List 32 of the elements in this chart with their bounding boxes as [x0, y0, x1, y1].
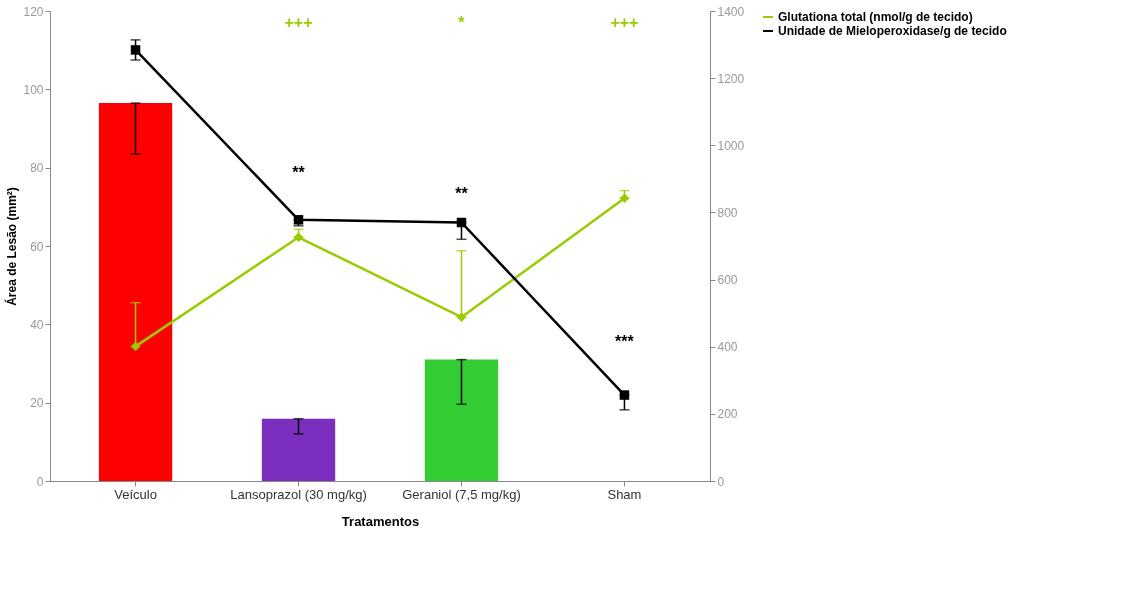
- annotation: +++: [284, 14, 313, 31]
- y2-tick-label: 1400: [717, 4, 745, 19]
- annotation: *: [458, 14, 466, 31]
- y2-tick-label: 800: [717, 205, 738, 220]
- annotation: ***: [615, 333, 635, 350]
- y2-tick-label: 1200: [717, 71, 745, 86]
- bar: [98, 103, 173, 481]
- x-tick-label: Sham: [607, 486, 642, 502]
- y2-tick-label: 1000: [717, 138, 745, 153]
- x-tick-label: Lansoprazol (30 mg/kg): [230, 486, 367, 502]
- y-tick-label: 120: [23, 4, 44, 19]
- y-tick-label: 80: [30, 161, 44, 176]
- annotation: **: [292, 164, 306, 181]
- y-tick-label: 100: [23, 82, 44, 97]
- y2-tick-label: 400: [717, 340, 738, 355]
- bar: [261, 418, 336, 481]
- legend-label: Unidade de Mieloperoxidase/g de tecido: [778, 24, 1007, 38]
- y2-tick-label: 600: [717, 273, 738, 288]
- x-tick-label: Geraniol (7,5 mg/kg): [402, 486, 521, 502]
- y-axis-title: Área de Lesão (mm²): [4, 187, 20, 306]
- y-tick-label: 20: [30, 396, 44, 411]
- y-tick-label: 0: [36, 474, 44, 489]
- x-tick-label: Veículo: [114, 486, 157, 502]
- y-tick-label: 40: [30, 317, 44, 332]
- y-tick-label: 60: [30, 239, 44, 254]
- y2-tick-label: 0: [717, 474, 725, 489]
- legend-label: Glutationa total (nmol/g de tecido): [778, 10, 973, 24]
- y2-tick-label: 200: [717, 407, 738, 422]
- annotation: **: [455, 185, 469, 202]
- annotation: +++: [610, 14, 639, 31]
- x-axis-title: Tratamentos: [341, 513, 420, 529]
- bar: [424, 359, 499, 481]
